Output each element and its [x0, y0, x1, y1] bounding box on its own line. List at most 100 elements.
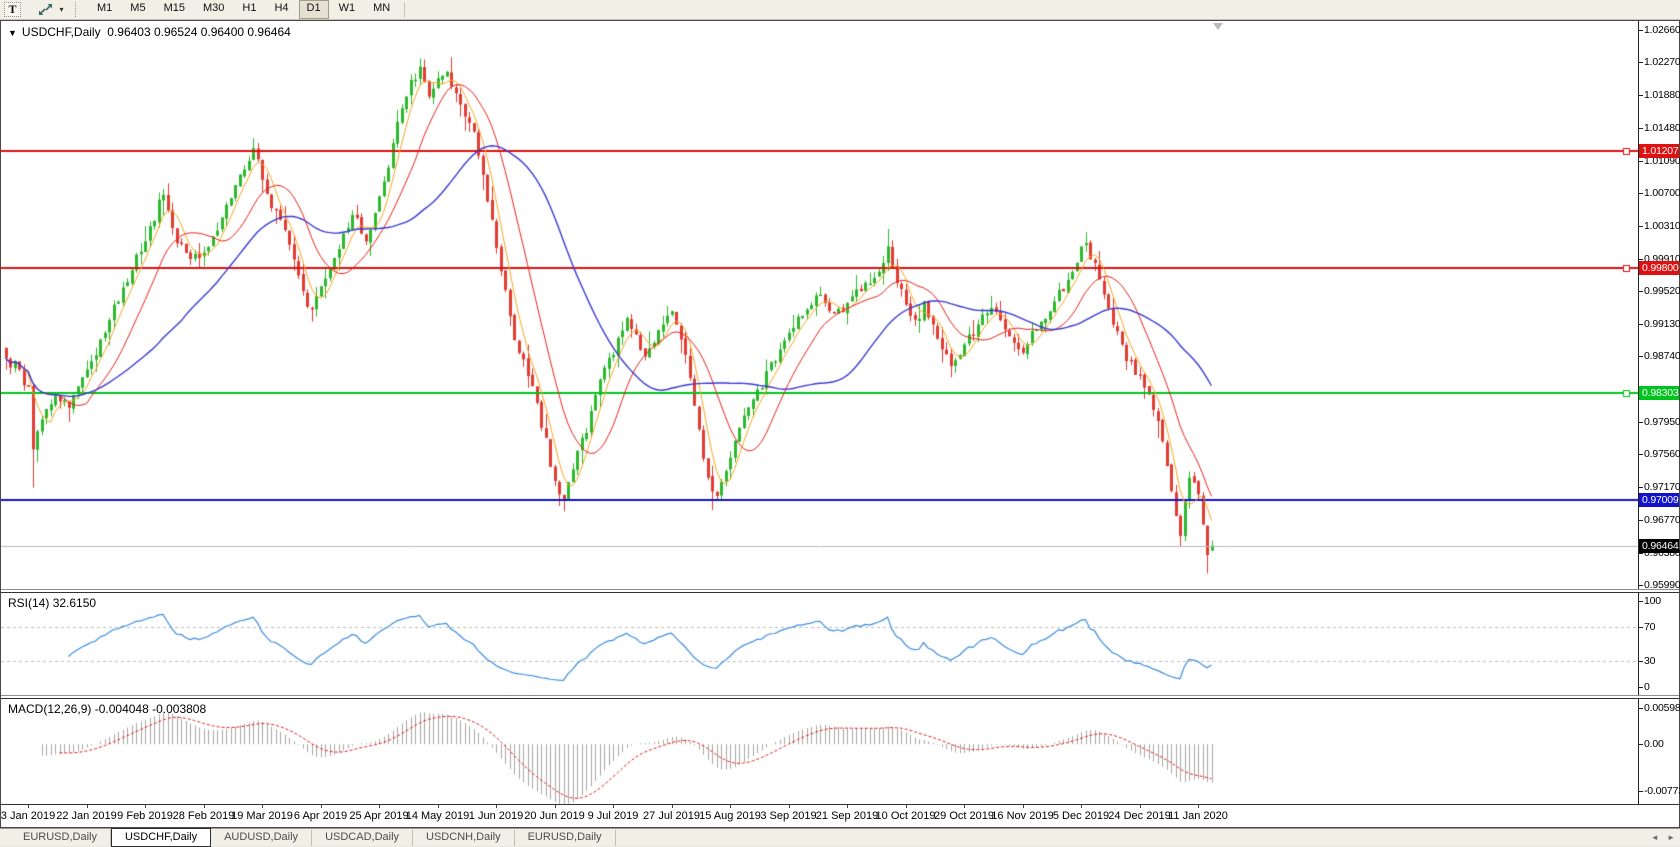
- price-tick-label: 0.99130: [1644, 317, 1680, 330]
- pane-splitter-rsi[interactable]: [1, 589, 1679, 593]
- chart-window: 3 Jan 2019 22 Jan 2019 9 Feb 2019 28 Feb 20…: [0, 20, 1680, 828]
- chart-tab-usdchf-daily[interactable]: USDCHF,Daily: [110, 828, 212, 847]
- date-tick: [145, 805, 146, 808]
- price-tick: [1638, 356, 1643, 358]
- date-label: 19 Mar 2019: [231, 810, 293, 822]
- rsi-tick: [1638, 687, 1643, 688]
- date-tick: [262, 805, 263, 808]
- pane-splitter-macd[interactable]: [1, 695, 1679, 699]
- arrange-arrows-button[interactable]: [35, 2, 55, 17]
- timeframe-button-W1[interactable]: W1: [338, 2, 356, 14]
- macd-axis: [1638, 699, 1679, 804]
- date-label: 21 Sep 2019: [815, 810, 879, 822]
- date-label: 15 Aug 2019: [699, 810, 761, 822]
- price-tick: [1638, 486, 1643, 488]
- macd-tick: [1638, 744, 1643, 746]
- chart-tab-usdcad-daily[interactable]: USDCAD,Daily: [312, 829, 414, 846]
- rsi-tick-label: 70: [1644, 620, 1656, 633]
- timeframe-button-M30[interactable]: M30: [202, 2, 225, 14]
- date-tick: [496, 805, 497, 808]
- macd-name: MACD(12,26,9): [8, 702, 92, 716]
- price-tick-label: 0.97170: [1644, 480, 1680, 493]
- date-tick: [379, 805, 380, 808]
- arrange-arrows-icon: [38, 4, 52, 15]
- chart-title: ▼ USDCHF,Daily 0.96403 0.96524 0.96400 0.…: [8, 25, 291, 39]
- chevron-down-icon: ▾: [59, 5, 64, 14]
- macd-tick: [1638, 708, 1643, 709]
- ohlc-values: 0.96403 0.96524 0.96400 0.96464: [107, 25, 291, 39]
- timeframe-button-H4[interactable]: H4: [274, 2, 289, 14]
- date-label: 24 Dec 2019: [1108, 810, 1171, 822]
- date-label: 9 Jul 2019: [587, 810, 639, 822]
- price-tick: [1638, 585, 1643, 586]
- price-tick: [1638, 421, 1643, 423]
- date-tick: [320, 805, 322, 808]
- price-tick: [1638, 94, 1643, 96]
- rsi-value: 32.6150: [52, 596, 97, 610]
- rsi-label: RSI(14) 32.6150: [8, 596, 96, 610]
- date-tick: [28, 805, 29, 808]
- price-tick: [1638, 520, 1643, 522]
- price-line-badge: 0.96464: [1639, 538, 1679, 553]
- date-tick: [613, 805, 614, 808]
- price-line-badge: 0.98303: [1639, 385, 1679, 400]
- price-tick-label: 0.97560: [1644, 448, 1680, 461]
- rsi-name: RSI(14): [8, 596, 50, 610]
- text-tool-button[interactable]: T: [4, 2, 21, 17]
- date-label: 20 Jun 2019: [524, 810, 585, 822]
- tab-scroll-right-icon[interactable]: ►: [1667, 833, 1675, 842]
- chart-tabs-bar: EURUSD,Daily USDCHF,Daily AUDUSD,Daily USDC…: [0, 828, 1680, 847]
- timeframe-button-M5[interactable]: M5: [130, 2, 146, 14]
- timeframe-button-MN[interactable]: MN: [373, 2, 391, 14]
- date-label: 25 Apr 2019: [349, 810, 409, 822]
- price-tick: [1638, 291, 1643, 293]
- macd-indicator-canvas[interactable]: [1, 699, 1638, 804]
- date-tick: [1198, 805, 1199, 808]
- arrange-dropdown-caret[interactable]: ▾: [56, 2, 67, 17]
- date-label: 3 Sep 2019: [760, 810, 817, 822]
- price-tick: [1638, 323, 1643, 325]
- chart-tab-eurusd-daily[interactable]: EURUSD,Daily: [10, 829, 111, 846]
- price-tick-label: 1.00310: [1644, 219, 1680, 232]
- time-axis: 3 Jan 2019 22 Jan 2019 9 Feb 2019 28 Feb 20…: [1, 804, 1679, 827]
- price-tick-label: 1.01480: [1644, 122, 1680, 135]
- rsi-axis: [1638, 593, 1679, 695]
- price-tick: [1638, 30, 1643, 31]
- price-tick-label: 1.02660: [1644, 24, 1680, 36]
- chart-tab-usdcnh-daily[interactable]: USDCNH,Daily: [413, 829, 515, 846]
- price-tick: [1638, 62, 1643, 64]
- tab-scroll-left-icon[interactable]: ◄: [1650, 833, 1659, 842]
- price-tick-label: 1.02270: [1644, 56, 1680, 69]
- rsi-indicator-canvas[interactable]: [1, 593, 1638, 695]
- macd-tick-label: 0.00: [1644, 738, 1664, 751]
- price-tick: [1638, 454, 1643, 456]
- rsi-tick: [1638, 601, 1643, 602]
- macd-tick-label: -0.007732: [1644, 785, 1680, 797]
- date-tick: [203, 805, 205, 808]
- date-label: 3 Jan 2019: [0, 810, 56, 822]
- timeframe-button-H1[interactable]: H1: [242, 2, 257, 14]
- toolbar-grip: [75, 2, 82, 17]
- price-line-badge: 1.01207: [1639, 143, 1679, 158]
- symbol-period-label: USDCHF,Daily: [21, 25, 101, 39]
- rsi-tick-label: 0: [1644, 681, 1650, 693]
- price-line-badge: 0.97009: [1639, 493, 1679, 508]
- collapse-triangle-icon[interactable]: ▼: [8, 28, 17, 38]
- date-tick: [964, 805, 965, 808]
- rsi-tick: [1638, 626, 1643, 628]
- price-tick-label: 0.98740: [1644, 350, 1680, 363]
- rsi-tick-label: 100: [1644, 595, 1661, 607]
- chart-tab-audusd-daily[interactable]: AUDUSD,Daily: [211, 829, 313, 846]
- tab-scroll-buttons: ◄ ►: [1645, 833, 1675, 842]
- main-price-chart-canvas[interactable]: [1, 21, 1638, 589]
- price-tick: [1638, 258, 1643, 260]
- price-tick-label: 0.99520: [1644, 285, 1680, 298]
- price-tick: [1638, 225, 1643, 227]
- macd-tick: [1638, 791, 1643, 792]
- chart-tab-eurusd-daily[interactable]: EURUSD,Daily: [515, 829, 616, 846]
- timeframe-button-D1[interactable]: D1: [298, 0, 329, 19]
- timeframe-button-M1[interactable]: M1: [97, 2, 113, 14]
- rsi-tick: [1638, 661, 1643, 663]
- chart-shift-marker[interactable]: [1213, 23, 1223, 30]
- timeframe-button-M15[interactable]: M15: [163, 2, 185, 14]
